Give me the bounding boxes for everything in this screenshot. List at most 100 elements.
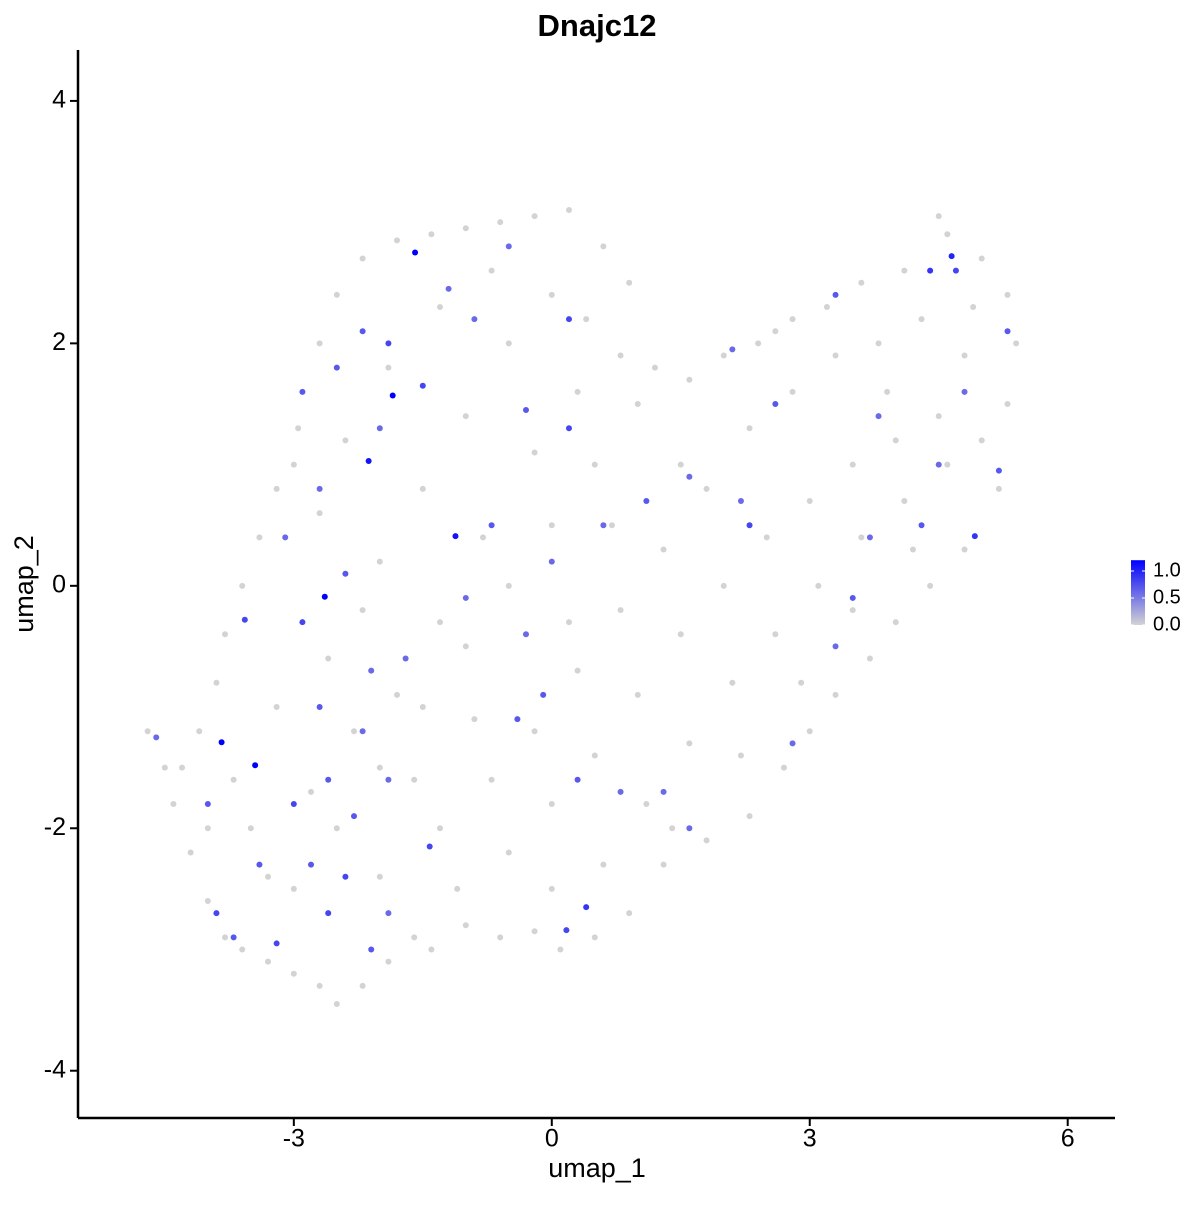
- point: [144, 728, 151, 735]
- point: [299, 619, 306, 626]
- point: [437, 825, 444, 832]
- point: [763, 534, 770, 541]
- point: [385, 910, 392, 917]
- point: [772, 631, 779, 638]
- point: [729, 346, 736, 353]
- point: [471, 716, 478, 723]
- point: [548, 801, 555, 808]
- point: [746, 425, 753, 432]
- point: [574, 388, 581, 395]
- point: [978, 437, 985, 444]
- point: [204, 898, 211, 905]
- point: [875, 340, 882, 347]
- point: [832, 291, 839, 298]
- point: [935, 461, 942, 468]
- point: [351, 813, 358, 820]
- point: [617, 788, 624, 795]
- point: [531, 213, 538, 220]
- point: [273, 704, 280, 711]
- point: [522, 407, 529, 414]
- point: [591, 752, 598, 759]
- point: [677, 631, 684, 638]
- point: [651, 364, 658, 371]
- point: [273, 940, 280, 947]
- point: [944, 231, 951, 238]
- point: [849, 607, 856, 614]
- point: [256, 534, 263, 541]
- point: [333, 1001, 340, 1008]
- point: [273, 485, 280, 492]
- point: [884, 388, 891, 395]
- point: [247, 825, 254, 832]
- point: [574, 776, 581, 783]
- point: [316, 340, 323, 347]
- point: [617, 607, 624, 614]
- point: [858, 279, 865, 286]
- point: [961, 546, 968, 553]
- point: [806, 728, 813, 735]
- point: [419, 382, 426, 389]
- point: [295, 425, 302, 432]
- point: [325, 910, 332, 917]
- point: [626, 910, 633, 917]
- point: [755, 340, 762, 347]
- point: [359, 607, 366, 614]
- point: [832, 352, 839, 359]
- point: [505, 582, 512, 589]
- point: [325, 776, 332, 783]
- point: [901, 497, 908, 504]
- point: [944, 461, 951, 468]
- point: [385, 958, 392, 965]
- point: [161, 764, 168, 771]
- point: [230, 776, 237, 783]
- point: [686, 825, 693, 832]
- point: [1004, 291, 1011, 298]
- point: [866, 534, 873, 541]
- point: [746, 522, 753, 529]
- legend-tick-label: 1.0: [1153, 559, 1181, 581]
- point: [241, 616, 248, 623]
- point: [789, 316, 796, 323]
- point: [703, 485, 710, 492]
- point: [299, 388, 306, 395]
- point: [204, 825, 211, 832]
- point: [565, 425, 572, 432]
- point: [720, 352, 727, 359]
- point: [875, 413, 882, 420]
- point: [600, 861, 607, 868]
- point: [574, 667, 581, 674]
- point: [290, 885, 297, 892]
- point: [376, 425, 383, 432]
- point: [308, 788, 315, 795]
- x-tick-label: 3: [803, 1125, 817, 1153]
- point: [462, 643, 469, 650]
- point: [531, 928, 538, 935]
- point: [462, 594, 469, 601]
- point: [359, 728, 366, 735]
- point: [376, 873, 383, 880]
- point: [204, 801, 211, 808]
- point: [849, 461, 856, 468]
- point: [316, 982, 323, 989]
- point: [600, 243, 607, 250]
- point: [746, 813, 753, 820]
- point: [583, 904, 590, 911]
- point: [290, 461, 297, 468]
- point: [256, 861, 263, 868]
- point: [282, 534, 289, 541]
- point: [583, 316, 590, 323]
- point: [505, 340, 512, 347]
- point: [634, 400, 641, 407]
- point: [789, 740, 796, 747]
- point: [389, 392, 396, 399]
- point: [230, 934, 237, 941]
- point: [995, 467, 1002, 474]
- point: [686, 376, 693, 383]
- point: [971, 533, 978, 540]
- point: [394, 237, 401, 244]
- point: [437, 619, 444, 626]
- y-axis-label: umap_2: [9, 535, 39, 633]
- point: [823, 303, 830, 310]
- point: [660, 546, 667, 553]
- y-tick-label: 4: [52, 86, 66, 114]
